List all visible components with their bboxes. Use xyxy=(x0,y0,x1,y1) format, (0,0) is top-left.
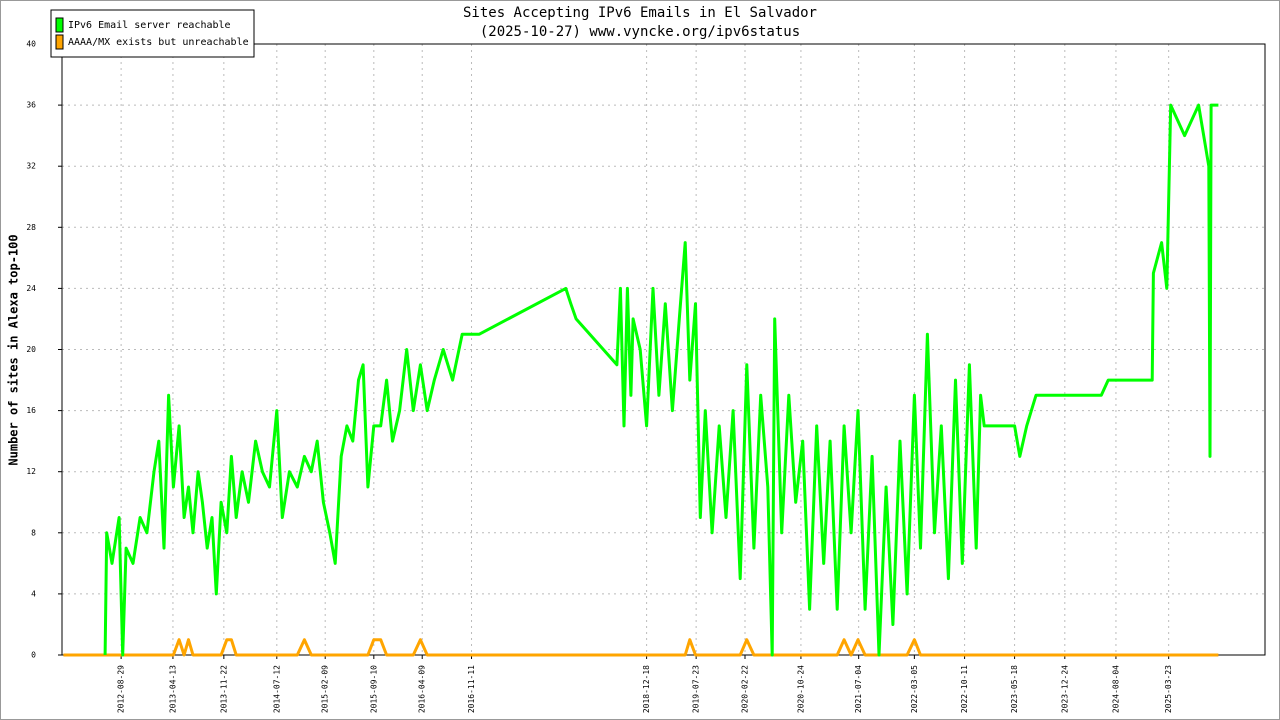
x-tick-label: 2014-07-12 xyxy=(272,665,281,713)
x-tick-label: 2022-10-11 xyxy=(960,665,969,713)
y-tick-label: 24 xyxy=(26,284,36,293)
x-tick-label: 2021-07-04 xyxy=(854,665,863,713)
y-tick-label: 28 xyxy=(26,223,36,232)
legend-swatch xyxy=(55,34,64,50)
x-tick-label: 2020-02-22 xyxy=(740,665,749,713)
legend-swatch xyxy=(55,17,64,33)
chart-title: Sites Accepting IPv6 Emails in El Salvad… xyxy=(463,5,817,21)
x-tick-label: 2022-03-05 xyxy=(910,665,919,713)
chart-subtitle: (2025-10-27) www.vyncke.org/ipv6status xyxy=(480,24,800,40)
y-tick-label: 12 xyxy=(26,467,36,476)
y-tick-label: 8 xyxy=(31,528,36,537)
x-tick-label: 2025-03-23 xyxy=(1164,665,1173,713)
x-tick-label: 2023-05-18 xyxy=(1010,665,1019,713)
legend-label: AAAA/MX exists but unreachable xyxy=(68,37,249,48)
x-tick-label: 2024-08-04 xyxy=(1111,665,1120,713)
legend-box xyxy=(50,9,255,58)
y-tick-label: 32 xyxy=(26,162,36,171)
x-tick-label: 2019-07-23 xyxy=(692,665,701,713)
x-tick-label: 2015-09-10 xyxy=(369,665,378,713)
y-tick-label: 16 xyxy=(26,406,36,415)
x-tick-label: 2020-10-24 xyxy=(796,665,805,713)
x-tick-label: 2016-04-09 xyxy=(418,665,427,713)
series-line xyxy=(103,103,1219,657)
x-tick-label: 2023-12-24 xyxy=(1060,665,1069,713)
series-line xyxy=(63,638,1219,657)
legend-label: IPv6 Email server reachable xyxy=(68,20,231,31)
x-tick-label: 2018-12-18 xyxy=(642,665,651,713)
x-tick-label: 2012-08-29 xyxy=(117,665,126,713)
y-tick-label: 4 xyxy=(31,589,36,598)
y-tick-label: 36 xyxy=(26,101,36,110)
y-tick-label: 40 xyxy=(26,40,36,49)
y-axis-label: Number of sites in Alexa top-100 xyxy=(7,234,21,465)
x-tick-label: 2016-11-11 xyxy=(467,665,476,713)
y-tick-label: 0 xyxy=(31,651,36,660)
x-tick-label: 2015-02-09 xyxy=(321,665,330,713)
x-tick-label: 2013-04-13 xyxy=(168,665,177,713)
x-tick-label: 2013-11-22 xyxy=(219,665,228,713)
y-tick-label: 20 xyxy=(26,345,36,354)
